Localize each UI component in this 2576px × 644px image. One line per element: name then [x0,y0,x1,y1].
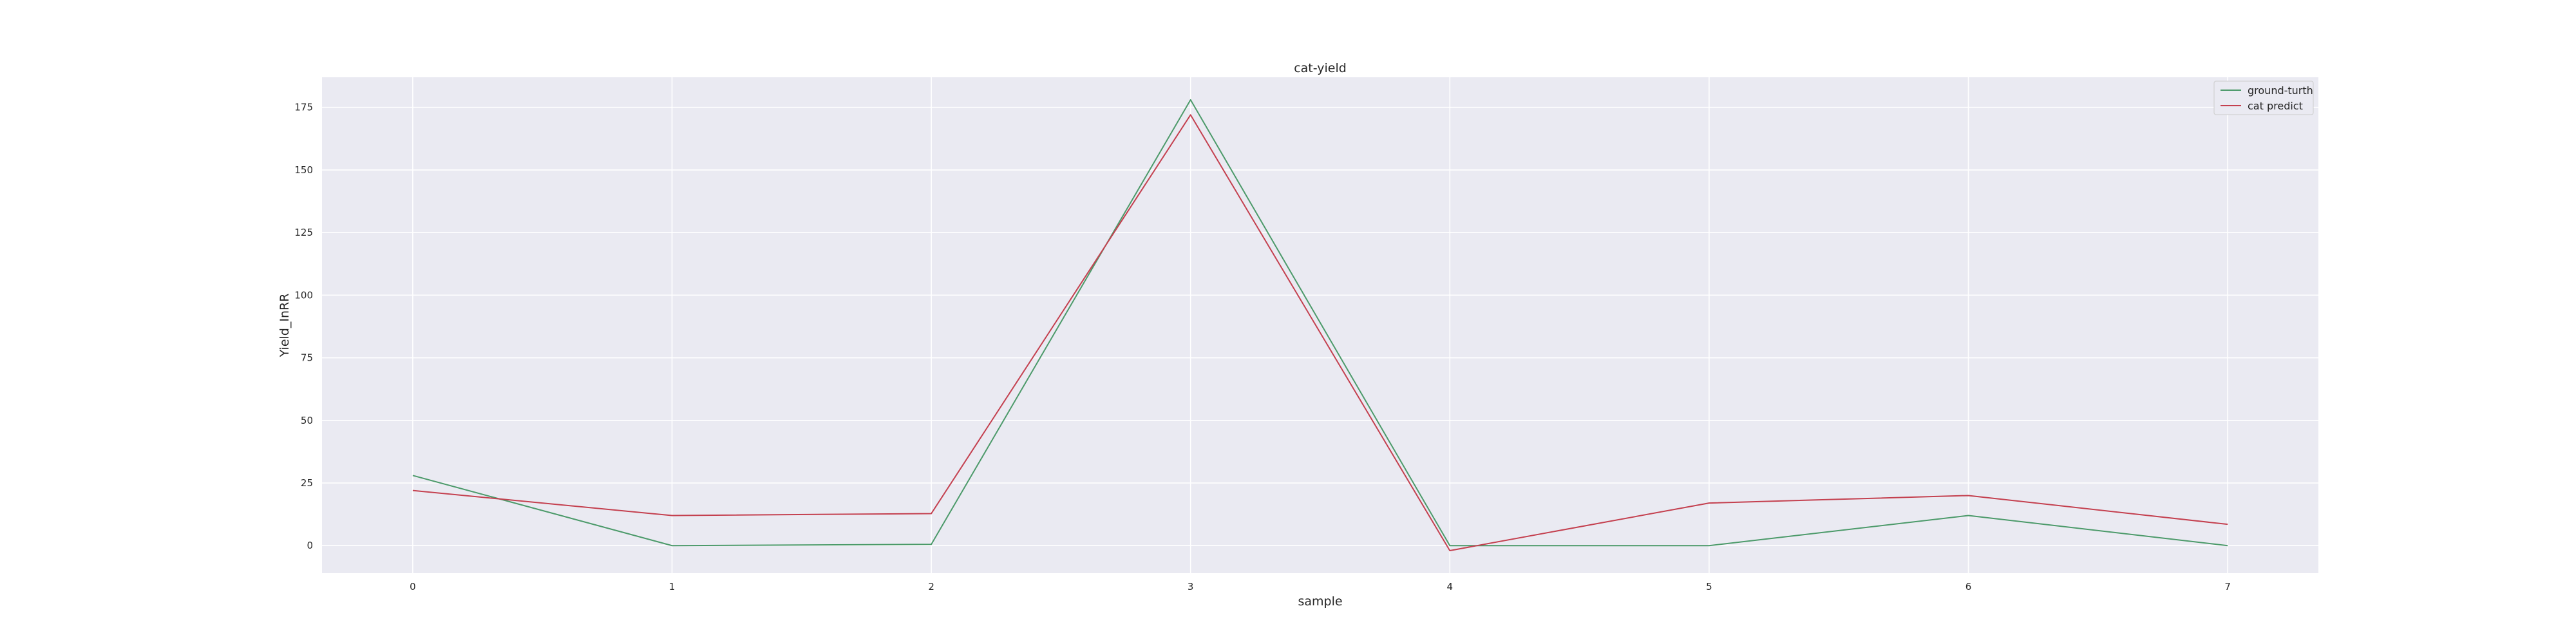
grid-lines [322,77,2318,573]
plot-background [322,77,2318,573]
y-tick-label: 50 [301,415,313,426]
x-tick-labels: 0 1 2 3 4 5 6 7 [410,581,2231,592]
x-axis-label: sample [1298,594,1342,609]
x-tick-label: 5 [1706,581,1712,592]
y-tick-label: 75 [301,352,313,364]
y-tick-label: 100 [294,289,313,301]
chart-title: cat-yield [1294,61,1347,75]
series-line-cat-predict [412,114,2228,551]
y-tick-label: 125 [294,227,313,238]
y-tick-labels: 0 25 50 75 100 125 150 175 [294,102,313,552]
x-tick-label: 1 [669,581,676,592]
legend-label-ground-turth: ground-turth [2248,84,2313,97]
x-tick-label: 2 [928,581,934,592]
x-tick-label: 0 [410,581,416,592]
x-tick-label: 6 [1965,581,1972,592]
series-line-ground-turth [412,99,2228,547]
x-tick-label: 3 [1188,581,1194,592]
y-tick-label: 25 [301,477,313,489]
x-tick-label: 4 [1447,581,1454,592]
legend: ground-turth cat predict [2213,80,2314,115]
legend-label-cat-predict: cat predict [2248,100,2303,112]
y-tick-label: 175 [294,102,313,113]
x-tick-label: 7 [2224,581,2231,592]
y-tick-label: 150 [294,164,313,176]
series-lines [412,99,2228,551]
y-axis-label: Yield_InRR [278,294,292,358]
y-tick-label: 0 [307,540,313,551]
